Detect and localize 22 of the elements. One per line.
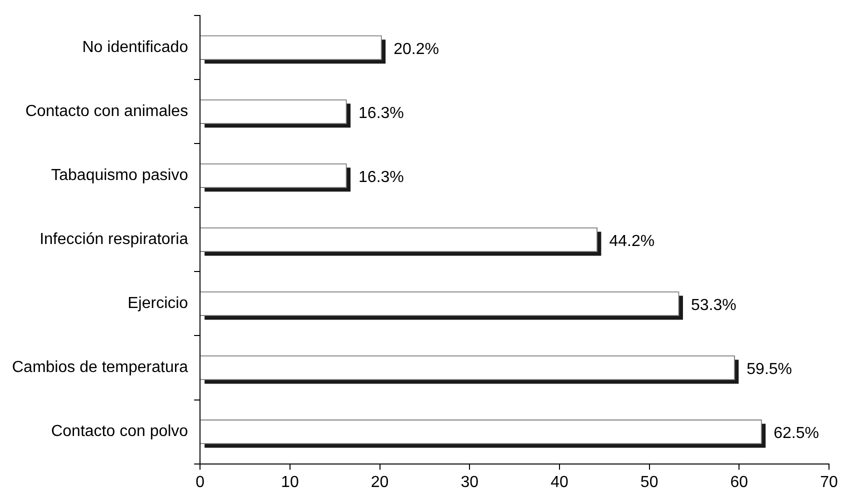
data-label: 53.3% [690, 297, 736, 314]
data-label: 16.3% [358, 105, 404, 122]
y-tick-label: Contacto con animales [25, 103, 188, 120]
x-tick-label: 60 [730, 474, 748, 491]
x-tick-label: 40 [550, 474, 568, 491]
x-tick-label: 10 [281, 474, 299, 491]
data-label: 44.2% [609, 233, 655, 250]
y-tick-label: Tabaquismo pasivo [51, 167, 188, 184]
data-label: 20.2% [394, 41, 439, 58]
y-tick-label: Contacto con polvo [51, 423, 188, 440]
x-tick-label: 0 [196, 474, 205, 491]
x-tick-label: 70 [820, 474, 838, 491]
y-tick-label: Cambios de temperatura [12, 359, 188, 376]
y-tick-label: No identificado [82, 39, 188, 56]
x-tick-label: 20 [370, 474, 389, 491]
y-tick-label: Infección respiratoria [40, 231, 188, 248]
x-tick-label: 50 [640, 474, 658, 491]
y-tick-label: Ejercicio [128, 295, 188, 312]
x-tick-label: 30 [460, 474, 479, 491]
data-label: 62.5% [774, 425, 819, 442]
data-label: 59.5% [746, 361, 792, 378]
data-label: 16.3% [358, 169, 404, 186]
